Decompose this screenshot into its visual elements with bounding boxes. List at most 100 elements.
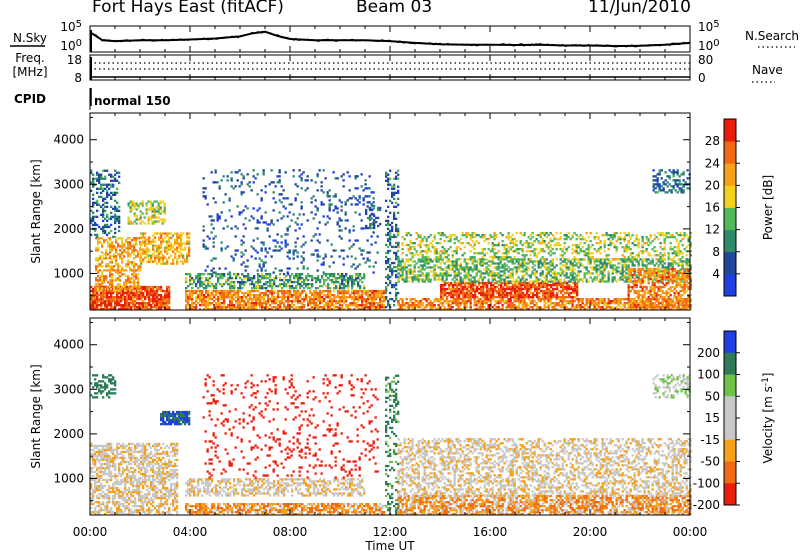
- echo-cell: [223, 283, 226, 286]
- echo-cell: [347, 304, 350, 307]
- echo-cell: [210, 259, 213, 262]
- echo-cell: [447, 274, 450, 277]
- echo-cell: [321, 306, 324, 309]
- echo-cell: [549, 262, 552, 265]
- echo-cell: [182, 262, 185, 265]
- echo-cell: [105, 279, 108, 282]
- echo-cell: [205, 304, 208, 307]
- echo-cell: [188, 232, 191, 235]
- echo-cell: [127, 275, 130, 278]
- echo-cell: [297, 306, 300, 309]
- echo-cell: [431, 304, 434, 307]
- echo-cell: [571, 274, 574, 277]
- echo-cell: [407, 280, 410, 283]
- echo-cell: [379, 206, 382, 210]
- echo-cell: [535, 270, 538, 273]
- data-layer: [89, 30, 692, 516]
- echo-cell: [391, 193, 394, 196]
- echo-cell: [187, 289, 190, 293]
- echo-cell: [97, 289, 100, 292]
- echo-cell: [361, 298, 364, 301]
- echo-cell: [665, 308, 668, 311]
- echo-cell: [316, 189, 319, 192]
- echo-cell: [266, 251, 269, 254]
- echo-cell: [243, 291, 246, 295]
- echo-cell: [227, 291, 230, 295]
- echo-cell: [152, 244, 155, 247]
- echo-cell: [231, 287, 234, 290]
- echo-cell: [451, 298, 454, 301]
- echo-cell: [541, 258, 544, 261]
- echo-cell: [219, 273, 222, 276]
- echo-cell: [459, 276, 462, 279]
- echo-cell: [106, 183, 109, 186]
- echo-cell: [520, 285, 523, 289]
- echo-cell: [249, 279, 252, 282]
- echo-cell: [357, 275, 360, 278]
- echo-cell: [496, 285, 499, 289]
- echo-cell: [180, 254, 183, 257]
- echo-cell: [318, 221, 321, 224]
- echo-cell: [554, 287, 557, 291]
- echo-cell: [439, 278, 442, 281]
- echo-cell: [195, 283, 198, 286]
- echo-cell: [399, 298, 402, 301]
- echo-cell: [150, 242, 153, 245]
- echo-cell: [337, 291, 340, 295]
- echo-cell: [564, 296, 567, 299]
- echo-cell: [152, 298, 155, 301]
- echo-cell: [455, 300, 458, 303]
- echo-cell: [300, 177, 303, 180]
- echo-cell: [236, 249, 239, 252]
- echo-cell: [270, 169, 273, 172]
- echo-cell: [450, 283, 453, 287]
- echo-cell: [316, 175, 319, 178]
- echo-cell: [267, 300, 270, 303]
- echo-cell: [593, 304, 596, 307]
- echo-cell: [429, 308, 432, 311]
- echo-cell: [409, 300, 412, 303]
- echo-cell: [297, 296, 300, 299]
- echo-cell: [123, 245, 126, 248]
- echo-cell: [427, 258, 430, 261]
- echo-cell: [268, 247, 271, 250]
- echo-cell: [506, 287, 509, 291]
- echo-cell: [251, 281, 254, 284]
- echo-cell: [397, 264, 400, 267]
- echo-cell: [310, 179, 313, 182]
- echo-cell: [130, 298, 133, 301]
- echo-cell: [307, 283, 310, 286]
- echo-cell: [437, 298, 440, 301]
- echo-cell: [197, 296, 200, 299]
- echo-cell: [286, 251, 289, 254]
- echo-cell: [540, 289, 543, 293]
- echo-cell: [102, 302, 105, 305]
- echo-cell: [528, 285, 531, 289]
- echo-cell: [114, 209, 117, 212]
- echo-cell: [261, 285, 264, 288]
- echo-cell: [226, 175, 229, 178]
- echo-cell: [393, 285, 396, 289]
- echo-cell: [339, 302, 342, 305]
- echo-cell: [521, 264, 524, 267]
- echo-cell: [492, 291, 495, 295]
- echo-cell: [350, 265, 353, 268]
- echo-cell: [284, 245, 287, 248]
- echo-cell: [201, 283, 204, 286]
- echo-cell: [470, 287, 473, 291]
- echo-cell: [303, 300, 306, 303]
- echo-cell: [462, 291, 465, 295]
- echo-cell: [515, 268, 518, 271]
- echo-cell: [271, 306, 274, 309]
- echo-cell: [483, 276, 486, 279]
- echo-cell: [573, 278, 576, 281]
- echo-cell: [431, 302, 434, 305]
- echo-cell: [411, 270, 414, 273]
- echo-cell: [482, 285, 485, 289]
- echo-cell: [133, 251, 136, 254]
- echo-cell: [513, 300, 516, 303]
- echo-cell: [369, 304, 372, 307]
- echo-cell: [243, 304, 246, 307]
- echo-cell: [381, 304, 384, 307]
- echo-cell: [599, 306, 602, 309]
